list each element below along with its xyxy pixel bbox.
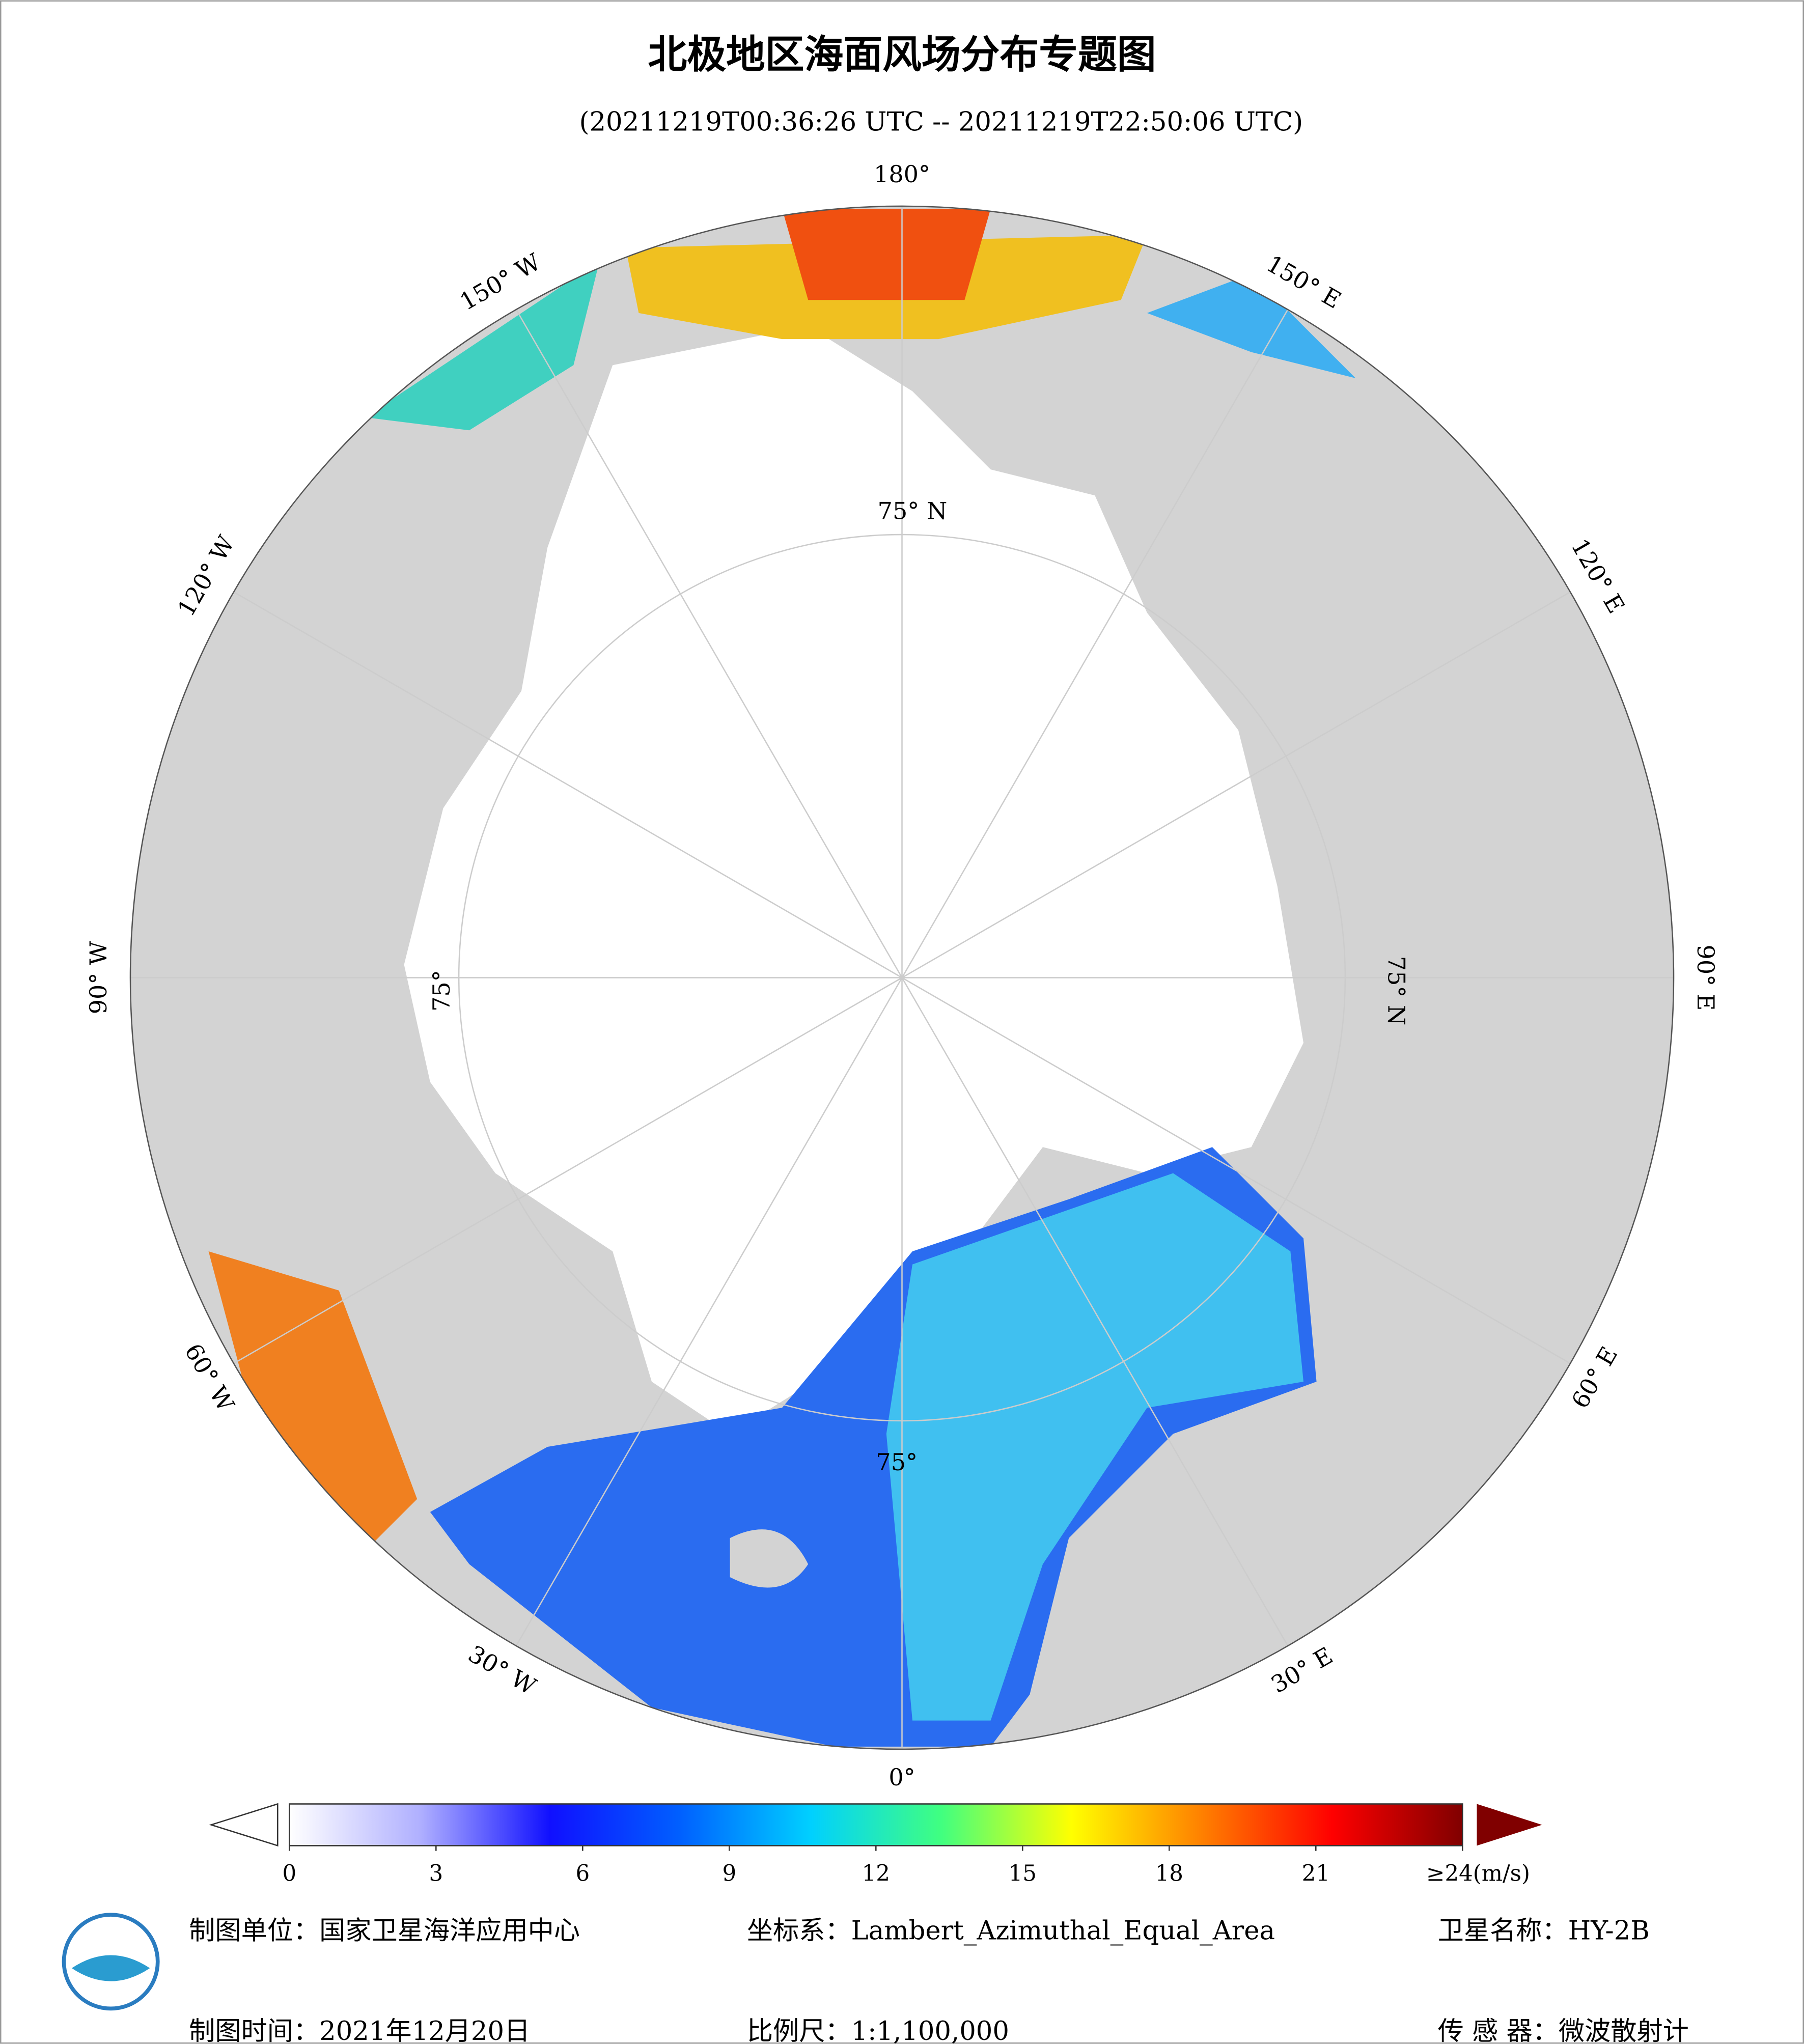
wind-gulf-alaska: [365, 261, 600, 431]
meridian: [510, 977, 903, 1656]
logo-wave: [71, 1955, 150, 1981]
footer-crs: 坐标系：Lambert_Azimuthal_Equal_Area: [747, 1916, 1275, 1946]
meridian-label: 0°: [889, 1763, 915, 1791]
footer-sensor: 传 感 器：微波散射计: [1438, 2016, 1689, 2044]
colorbar-tick-label: 3: [429, 1861, 443, 1887]
logo: [62, 1913, 160, 2011]
meridian-label: 90° E: [1692, 945, 1719, 1011]
colorbar-tick-label: ≥24(m/s): [1426, 1861, 1530, 1887]
latitude-label: 75°: [428, 970, 455, 1012]
meridian-label: 90° W: [85, 941, 112, 1014]
latitude-label: 75° N: [878, 497, 948, 524]
footer-date: 制图时间：2021年12月20日: [189, 2016, 530, 2044]
colorbar-over: [1477, 1804, 1542, 1846]
arctic-ocean: [404, 326, 1303, 1434]
latitude-label: 75°: [876, 1448, 918, 1476]
meridian: [224, 977, 903, 1369]
footer-satellite: 卫星名称：HY-2B: [1438, 1916, 1650, 1946]
colorbar-tick-label: 15: [1009, 1861, 1037, 1887]
iceland: [730, 1529, 809, 1588]
colorbar: [289, 1803, 1463, 1846]
wind-labrador: [208, 1251, 418, 1551]
meridian: [510, 300, 903, 978]
latitude-label: 75° N: [1382, 956, 1410, 1026]
colorbar-tick-label: 6: [575, 1861, 590, 1887]
colorbar-tick-label: 12: [862, 1861, 890, 1887]
meridian: [901, 977, 1294, 1656]
map-border: [129, 205, 1675, 1750]
meridian: [224, 586, 903, 978]
meridian: [901, 300, 1294, 978]
meridian: [901, 586, 1580, 978]
meridian: [901, 977, 1580, 1369]
map: [130, 206, 1674, 1749]
wind-bering-strong: [782, 209, 991, 300]
meridian-label: 180°: [874, 160, 930, 188]
colorbar-under: [209, 1803, 279, 1847]
colorbar-tick-label: 9: [722, 1861, 736, 1887]
colorbar-tick-label: 18: [1155, 1861, 1183, 1887]
colorbar-tick-label: 21: [1302, 1861, 1330, 1887]
footer-scale: 比例尺：1:1,100,000: [747, 2016, 1009, 2044]
wind-okhotsk: [1147, 274, 1356, 378]
wind-norwegian: [886, 1173, 1303, 1721]
subtitle: (20211219T00:36:26 UTC -- 20211219T22:50…: [579, 106, 1303, 137]
colorbar-tick-label: 0: [282, 1861, 296, 1887]
footer-unit: 制图单位：国家卫星海洋应用中心: [189, 1916, 580, 1946]
title: 北极地区海面风场分布专题图: [648, 32, 1156, 78]
